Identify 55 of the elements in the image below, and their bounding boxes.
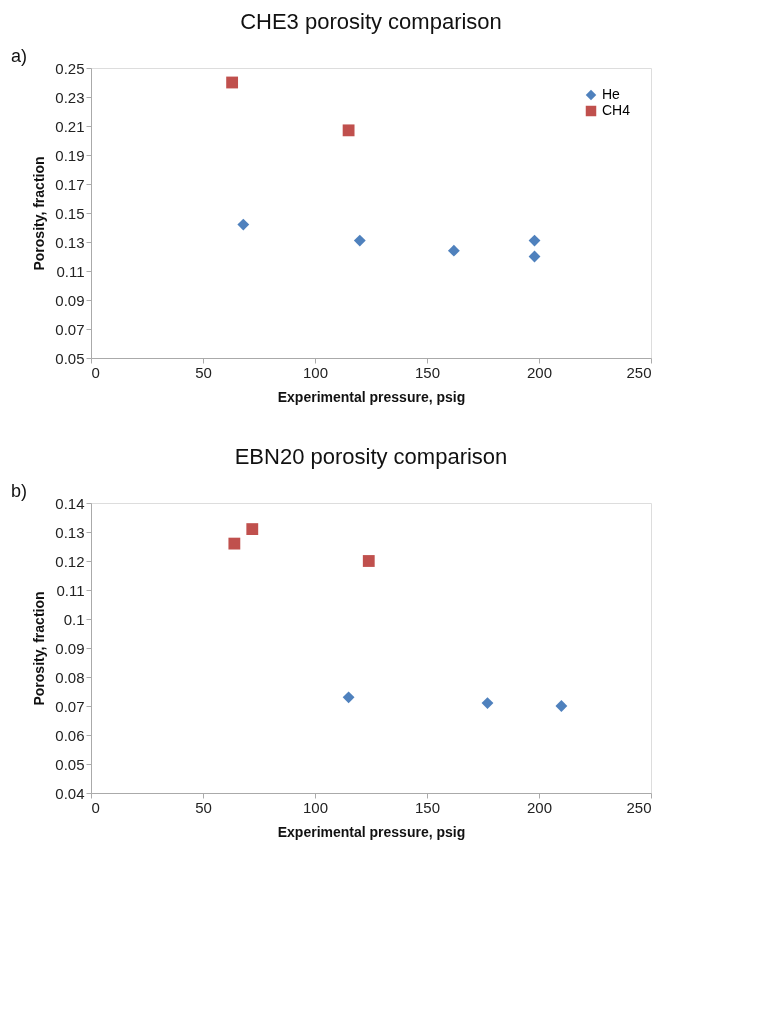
- y-tick-label: 0.07: [55, 320, 85, 338]
- point: [237, 218, 250, 231]
- x-axis-title: Experimental pressure, psig: [277, 823, 466, 840]
- y-tick-label: 0.05: [55, 755, 85, 773]
- x-tick-label: 200: [526, 798, 553, 816]
- y-tick-label: 0.14: [55, 494, 85, 512]
- chart-title: EBN20 porosity comparison: [234, 444, 508, 469]
- y-tick-label: 0.09: [55, 639, 85, 657]
- point: [481, 697, 494, 710]
- y-tick-label: 0.11: [56, 262, 85, 280]
- point: [226, 76, 239, 89]
- x-axis-title: Experimental pressure, psig: [277, 388, 466, 405]
- legend-label: He: [602, 86, 621, 102]
- point: [342, 691, 355, 704]
- x-tick-label: 250: [626, 363, 652, 381]
- y-tick-label: 0.06: [55, 726, 85, 744]
- y-tick-label: 0.23: [55, 88, 85, 106]
- point: [447, 244, 460, 257]
- x-tick-label: 150: [414, 363, 441, 381]
- y-tick-label: 0.08: [55, 668, 85, 686]
- y-tick-label: 0.17: [55, 175, 85, 193]
- legend-label: CH4: [602, 102, 631, 118]
- x-tick-label: 0: [91, 798, 100, 816]
- point: [228, 537, 241, 550]
- x-tick-label: 0: [91, 363, 100, 381]
- y-tick-label: 0.19: [55, 146, 85, 164]
- y-tick-label: 0.04: [55, 784, 85, 802]
- y-tick-label: 0.13: [55, 523, 85, 541]
- y-tick-label: 0.15: [55, 204, 85, 222]
- x-tick-label: 150: [414, 798, 441, 816]
- x-tick-label: 250: [626, 798, 652, 816]
- point: [353, 234, 366, 247]
- y-tick-label: 0.1: [63, 610, 85, 628]
- x-tick-label: 100: [302, 798, 329, 816]
- y-axis-title: Porosity, fraction: [31, 591, 48, 706]
- point: [342, 124, 355, 137]
- y-tick-label: 0.12: [55, 552, 85, 570]
- text: a): [11, 46, 28, 66]
- y-tick-label: 0.25: [55, 59, 85, 77]
- point: [246, 523, 259, 536]
- y-tick-label: 0.11: [56, 581, 85, 599]
- point: [362, 555, 375, 567]
- x-tick-label: 50: [195, 363, 212, 381]
- text: b): [11, 481, 28, 501]
- x-tick-label: 50: [195, 798, 212, 816]
- chart-title: CHE3 porosity comparison: [240, 9, 502, 34]
- y-tick-label: 0.13: [55, 233, 85, 251]
- y-axis-title: Porosity, fraction: [31, 156, 48, 271]
- x-tick-label: 100: [302, 363, 329, 381]
- point: [555, 700, 568, 712]
- y-tick-label: 0.21: [55, 117, 85, 135]
- y-tick-label: 0.07: [55, 697, 85, 715]
- y-tick-label: 0.05: [55, 349, 85, 367]
- x-tick-label: 200: [526, 363, 553, 381]
- y-tick-label: 0.09: [55, 291, 85, 309]
